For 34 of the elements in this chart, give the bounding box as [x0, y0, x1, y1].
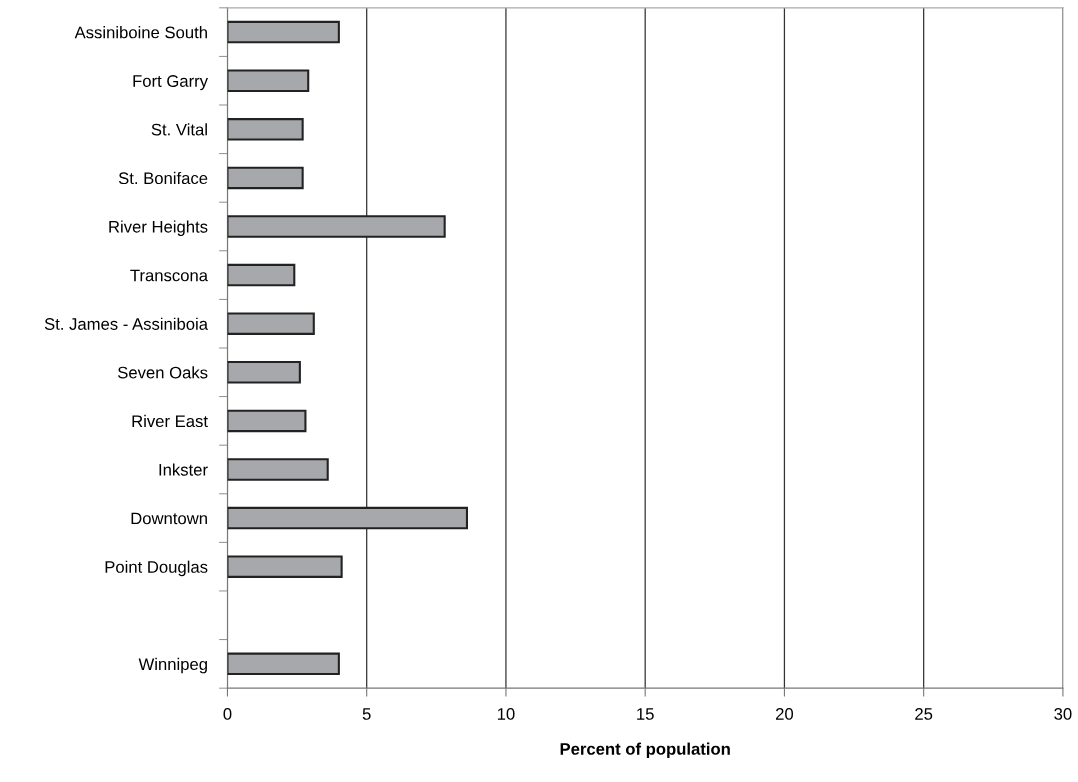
- y-tick-label: Winnipeg: [138, 657, 207, 674]
- y-tick-label: Seven Oaks: [117, 366, 208, 379]
- y-tick-label: River East: [132, 414, 208, 428]
- y-tick-label: River Heights: [109, 220, 208, 236]
- bar: [227, 555, 343, 578]
- x-tick-label: 20: [775, 708, 794, 720]
- x-tick-label: 25: [915, 708, 933, 720]
- bar: [227, 361, 301, 384]
- x-axis-title: Percent of population: [560, 742, 730, 759]
- x-tick-label: 10: [497, 708, 515, 720]
- y-tick-label: St. James - Assiniboia: [44, 317, 209, 330]
- bar: [227, 506, 468, 530]
- bar: [227, 69, 310, 92]
- y-tick-label: Inkster: [159, 463, 208, 476]
- y-tick-label: St. Boniface: [118, 171, 208, 185]
- x-tick-label: 30: [1054, 708, 1072, 720]
- y-tick-label: St. Vital: [151, 123, 207, 136]
- x-tick-label: 0: [223, 708, 232, 720]
- y-tick-label: Point Douglas: [105, 560, 208, 577]
- y-tick-label: Assiniboine South: [74, 26, 207, 39]
- x-tick-label: 5: [362, 708, 371, 720]
- x-tick-label: 15: [637, 708, 654, 720]
- bar: [227, 312, 315, 335]
- bar: [227, 458, 329, 481]
- bar: [227, 652, 340, 676]
- bar: [227, 215, 446, 238]
- y-tick-label: Transcona: [130, 269, 209, 282]
- bar: [227, 409, 307, 433]
- bar: [227, 20, 340, 44]
- bar: [227, 118, 304, 141]
- bar: [227, 166, 304, 190]
- y-tick-label: Downtown: [131, 512, 207, 525]
- bar: [227, 263, 296, 287]
- y-tick-label: Fort Garry: [133, 75, 208, 91]
